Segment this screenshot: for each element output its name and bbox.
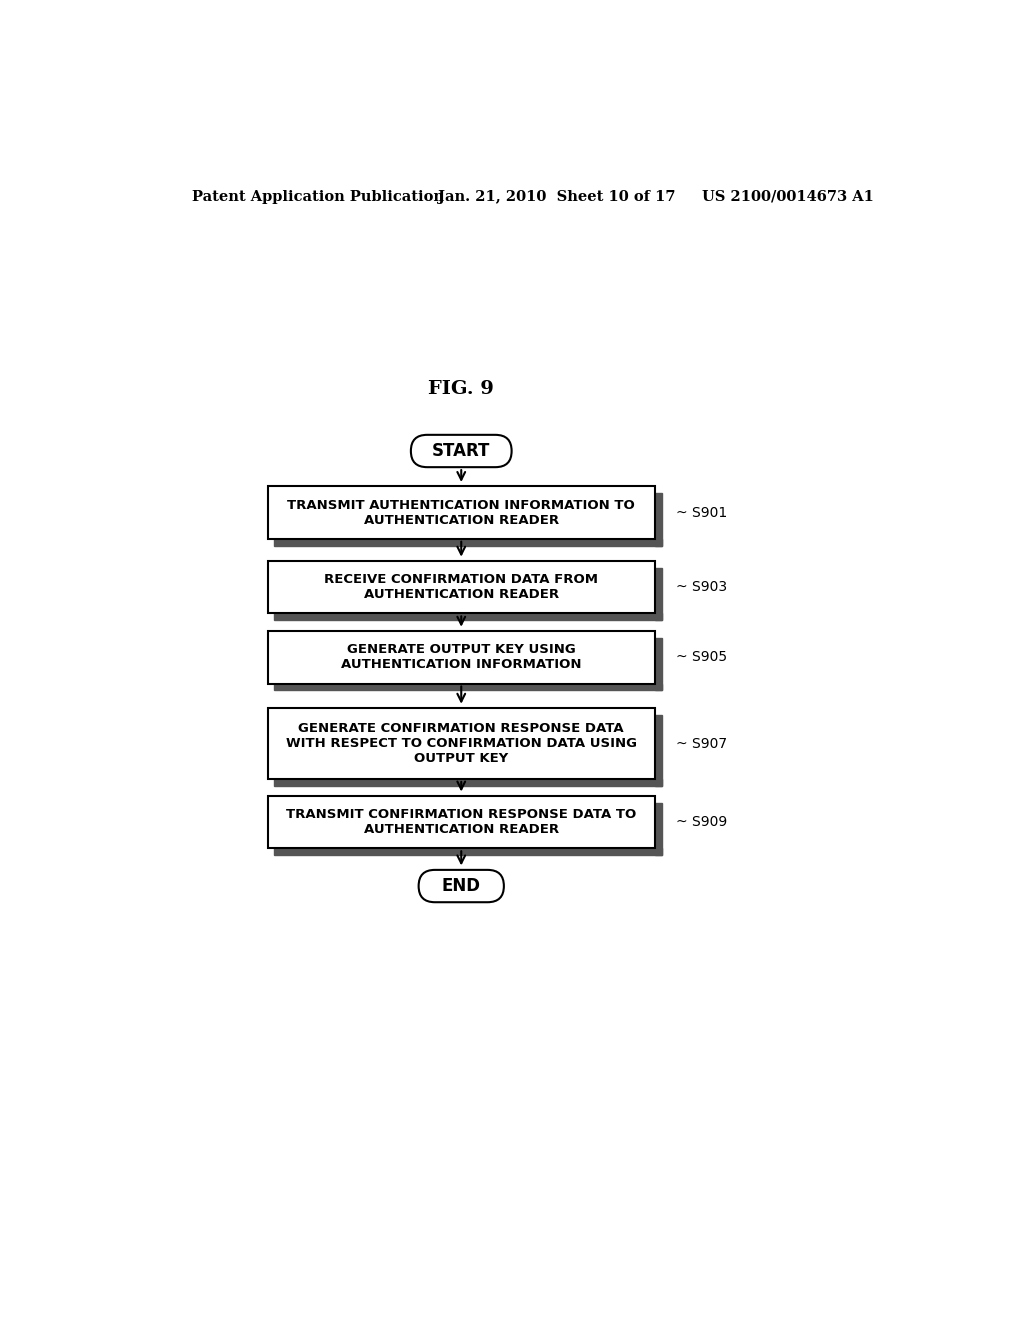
Text: US 2100/0014673 A1: US 2100/0014673 A1 [701,190,873,203]
Bar [655,803,662,855]
FancyBboxPatch shape [419,870,504,903]
Bar [274,539,662,545]
Text: GENERATE OUTPUT KEY USING
AUTHENTICATION INFORMATION: GENERATE OUTPUT KEY USING AUTHENTICATION… [341,643,582,672]
Text: ~ S905: ~ S905 [676,651,727,664]
Text: FIG. 9: FIG. 9 [428,380,495,399]
Bar [655,638,662,690]
Text: GENERATE CONFIRMATION RESPONSE DATA
WITH RESPECT TO CONFIRMATION DATA USING
OUTP: GENERATE CONFIRMATION RESPONSE DATA WITH… [286,722,637,766]
Text: TRANSMIT AUTHENTICATION INFORMATION TO
AUTHENTICATION READER: TRANSMIT AUTHENTICATION INFORMATION TO A… [288,499,635,527]
Bar [267,708,655,779]
Bar [267,561,655,614]
Bar [274,779,662,785]
Text: RECEIVE CONFIRMATION DATA FROM
AUTHENTICATION READER: RECEIVE CONFIRMATION DATA FROM AUTHENTIC… [325,573,598,602]
Bar [267,487,655,539]
Bar [274,614,662,620]
Text: ~ S909: ~ S909 [676,816,727,829]
Text: ~ S907: ~ S907 [676,737,727,751]
Text: END: END [441,876,480,895]
Bar [274,684,662,690]
Bar [274,849,662,855]
Bar [267,796,655,849]
Bar [655,494,662,545]
Text: Jan. 21, 2010  Sheet 10 of 17: Jan. 21, 2010 Sheet 10 of 17 [438,190,676,203]
Text: ~ S903: ~ S903 [676,581,727,594]
Bar [267,631,655,684]
Text: TRANSMIT CONFIRMATION RESPONSE DATA TO
AUTHENTICATION READER: TRANSMIT CONFIRMATION RESPONSE DATA TO A… [286,808,636,836]
Bar [655,568,662,620]
Text: START: START [432,442,490,459]
Text: ~ S901: ~ S901 [676,506,727,520]
Bar [655,715,662,785]
FancyBboxPatch shape [411,434,512,467]
Text: Patent Application Publication: Patent Application Publication [191,190,443,203]
